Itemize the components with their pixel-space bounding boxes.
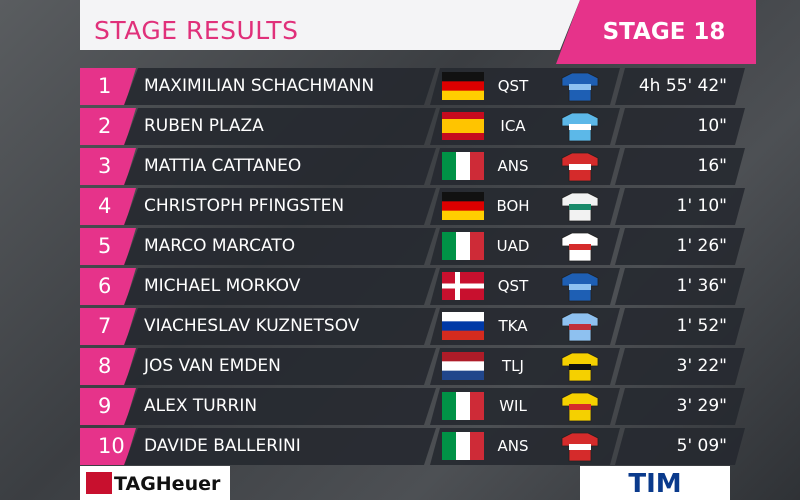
team-code: QST	[497, 77, 529, 95]
jersey	[561, 192, 599, 222]
finish-time: 10"	[615, 108, 745, 145]
jersey	[561, 232, 599, 262]
finish-time: 5' 09"	[615, 428, 745, 465]
flag	[442, 352, 484, 380]
team-code: UAD	[496, 237, 530, 255]
jersey	[561, 392, 599, 422]
finish-time: 16"	[615, 148, 745, 185]
jersey	[561, 272, 599, 302]
rank: 1	[80, 68, 136, 105]
team-code: ANS	[497, 437, 529, 455]
team-code: ANS	[497, 157, 529, 175]
sponsor-badge	[86, 472, 112, 494]
rider-name: MARCO MARCATO	[124, 228, 436, 265]
rider-name: RUBEN PLAZA	[124, 108, 436, 145]
header-title: STAGE RESULTS	[80, 0, 580, 50]
flag	[442, 312, 484, 340]
finish-time: 1' 10"	[615, 188, 745, 225]
stage-label: STAGE 18	[556, 0, 756, 64]
rider-name: DAVIDE BALLERINI	[124, 428, 436, 465]
flag	[442, 392, 484, 420]
team-code: QST	[497, 277, 529, 295]
finish-time: 3' 29"	[615, 388, 745, 425]
finish-time: 1' 26"	[615, 228, 745, 265]
jersey	[561, 112, 599, 142]
jersey	[561, 152, 599, 182]
flag	[442, 112, 484, 140]
flag	[442, 232, 484, 260]
team-code: WIL	[499, 397, 527, 415]
rider-name: ALEX TURRIN	[124, 388, 436, 425]
team-code: BOH	[496, 197, 530, 215]
rider-name: MAXIMILIAN SCHACHMANN	[124, 68, 436, 105]
jersey	[561, 432, 599, 462]
finish-time: 4h 55' 42"	[615, 68, 745, 105]
rider-name: MATTIA CATTANEO	[124, 148, 436, 185]
team-code: TLJ	[502, 357, 524, 375]
flag	[442, 192, 484, 220]
team-code: ICA	[500, 117, 526, 135]
sponsor-right: TIM	[580, 466, 730, 500]
rider-name: MICHAEL MORKOV	[124, 268, 436, 305]
rider-name: JOS VAN EMDEN	[124, 348, 436, 385]
jersey	[561, 352, 599, 382]
flag	[442, 432, 484, 460]
rider-name: CHRISTOPH PFINGSTEN	[124, 188, 436, 225]
finish-time: 1' 52"	[615, 308, 745, 345]
finish-time: 3' 22"	[615, 348, 745, 385]
team-code: TKA	[498, 317, 528, 335]
flag	[442, 72, 484, 100]
jersey	[561, 72, 599, 102]
flag	[442, 152, 484, 180]
finish-time: 1' 36"	[615, 268, 745, 305]
jersey	[561, 312, 599, 342]
rider-name: VIACHESLAV KUZNETSOV	[124, 308, 436, 345]
flag	[442, 272, 484, 300]
